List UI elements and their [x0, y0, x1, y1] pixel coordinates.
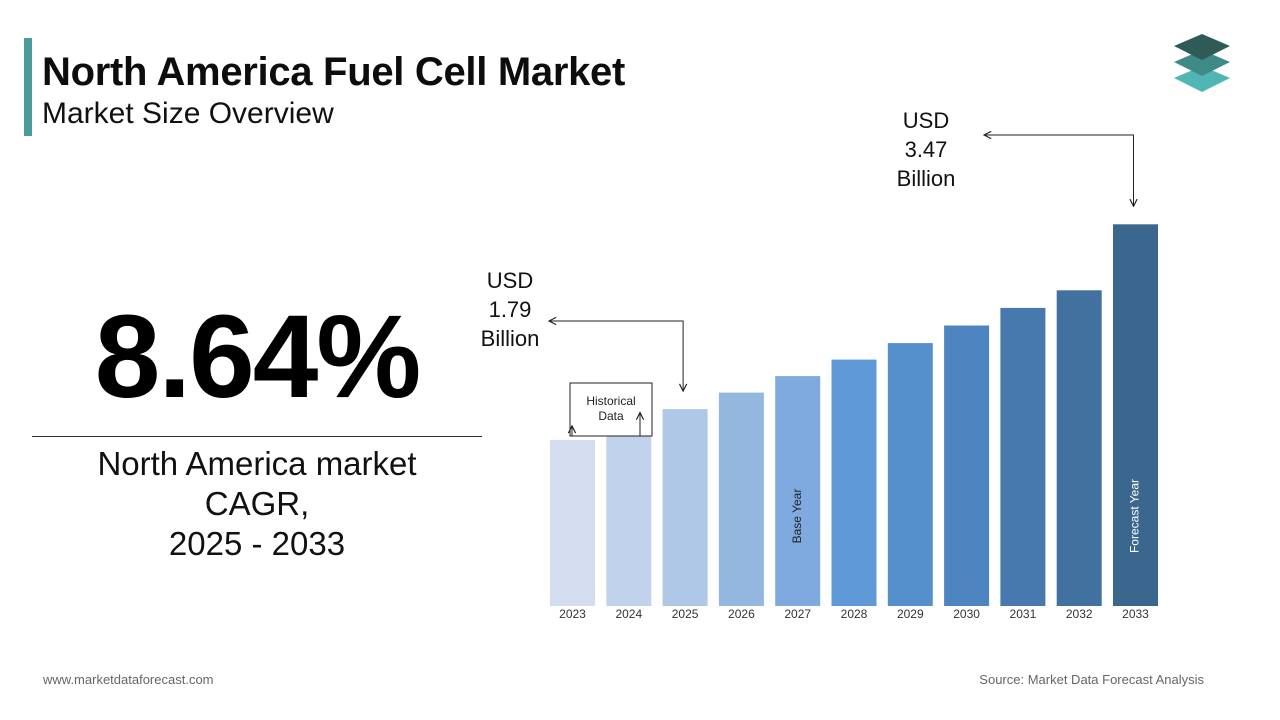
historical-data-label: Data: [598, 409, 624, 423]
cagr-value: 8.64%: [94, 291, 422, 423]
annotation-arrow-2033: [984, 135, 1134, 206]
x-tick-label: 2033: [1122, 607, 1149, 621]
bar-2023: [550, 439, 595, 606]
annotation-value-text: 1.79: [489, 297, 532, 322]
x-tick-label: 2024: [615, 607, 642, 621]
footer-website: www.marketdataforecast.com: [43, 672, 214, 687]
bar-2032: [1056, 290, 1102, 606]
bar-2028: [831, 359, 877, 606]
x-tick-label: 2032: [1066, 607, 1093, 621]
historical-data-label: Historical: [586, 394, 635, 408]
annotation-value-text: Billion: [481, 326, 540, 351]
x-tick-label: 2027: [784, 607, 811, 621]
annotation-value-text: USD: [487, 268, 533, 293]
cagr-caption-line: CAGR,: [204, 485, 310, 522]
x-tick-label: 2031: [1010, 607, 1037, 621]
x-tick-label: 2029: [897, 607, 924, 621]
bar-2030: [944, 325, 990, 606]
page-title: North America Fuel Cell Market: [42, 50, 626, 94]
cagr-caption-line: 2025 - 2033: [168, 525, 346, 562]
x-tick-label: 2025: [672, 607, 699, 621]
bar-2024: [606, 424, 652, 606]
bar-2033: [1113, 224, 1158, 607]
cagr-caption-line: North America market: [97, 445, 417, 482]
annotation-value-text: 3.47: [905, 137, 948, 162]
bar-2026: [718, 392, 764, 606]
cagr-divider: [32, 436, 482, 437]
annotation-value-text: Billion: [897, 166, 956, 191]
brand-logo-icon: [1174, 34, 1230, 92]
x-tick-label: 2030: [953, 607, 980, 621]
x-tick-label: 2026: [728, 607, 755, 621]
cagr-caption: North America market CAGR, 2025 - 2033: [32, 444, 482, 564]
bar-label-forecast-year: Forecast Year: [1128, 479, 1142, 553]
annotation-arrow-2025: [549, 321, 683, 391]
annotation-value-text: USD: [903, 108, 949, 133]
bar-2025: [662, 409, 708, 606]
bar-label-base-year: Base Year: [790, 489, 804, 544]
x-tick-label: 2023: [559, 607, 586, 621]
page-subtitle: Market Size Overview: [42, 97, 334, 130]
x-tick-label: 2028: [841, 607, 868, 621]
title-accent-bar: [24, 38, 32, 136]
footer-source: Source: Market Data Forecast Analysis: [979, 672, 1204, 687]
bar-2029: [887, 343, 933, 606]
bar-2031: [1000, 307, 1046, 606]
bar-2027: [775, 376, 821, 606]
